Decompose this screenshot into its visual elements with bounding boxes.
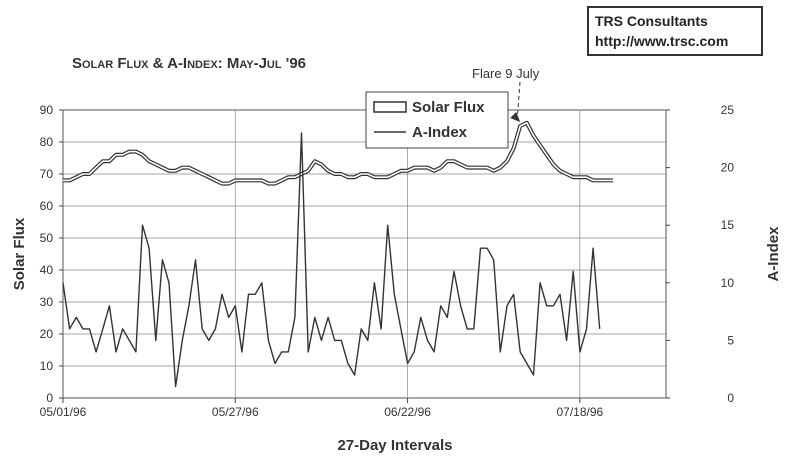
y-tick-label: 80: [40, 135, 54, 149]
legend-box: [365, 91, 509, 149]
x-tick-label: 07/18/96: [556, 405, 603, 419]
y2-tick-label: 0: [727, 391, 734, 405]
credit-company: TRS Consultants: [595, 13, 708, 29]
y2-tick-label: 10: [721, 276, 735, 290]
y2-tick-label: 20: [721, 161, 735, 175]
y2-axis-label: A-Index: [765, 226, 782, 282]
y-axis-label: Solar Flux: [11, 217, 28, 290]
annotation-text: Flare 9 July: [472, 66, 540, 81]
y2-tick-label: 25: [721, 103, 735, 117]
x-tick-label: 05/01/96: [40, 405, 87, 419]
chart-title: Solar Flux & A-Index: May-Jul '96: [72, 55, 306, 72]
y-tick-label: 0: [46, 391, 53, 405]
legend-label-a-index: A-Index: [412, 124, 468, 141]
y2-tick-label: 15: [721, 218, 735, 232]
credit-box: TRS Consultants http://www.trsc.com: [587, 6, 763, 56]
x-tick-label: 06/22/96: [384, 405, 431, 419]
solar-flux-line-inner: [63, 122, 613, 185]
plot-frame: [62, 109, 667, 399]
a-index-line: [62, 132, 601, 388]
y-tick-label: 20: [40, 327, 54, 341]
y-tick-label: 70: [40, 167, 54, 181]
y-tick-label: 50: [40, 231, 54, 245]
x-tick-label: 05/27/96: [212, 405, 259, 419]
legend-swatch-solar-flux: [373, 101, 407, 113]
y-tick-label: 30: [40, 295, 54, 309]
x-axis-label: 27-Day Intervals: [337, 437, 452, 454]
y-tick-label: 10: [40, 359, 54, 373]
y2-tick-label: 5: [727, 333, 734, 347]
legend-label-solar-flux: Solar Flux: [412, 99, 485, 116]
y-tick-label: 60: [40, 199, 54, 213]
credit-url: http://www.trsc.com: [595, 33, 729, 49]
y-tick-label: 40: [40, 263, 54, 277]
y-tick-label: 90: [40, 103, 54, 117]
annotation-arrowhead: [510, 112, 521, 122]
annotation-leader: [516, 81, 521, 120]
